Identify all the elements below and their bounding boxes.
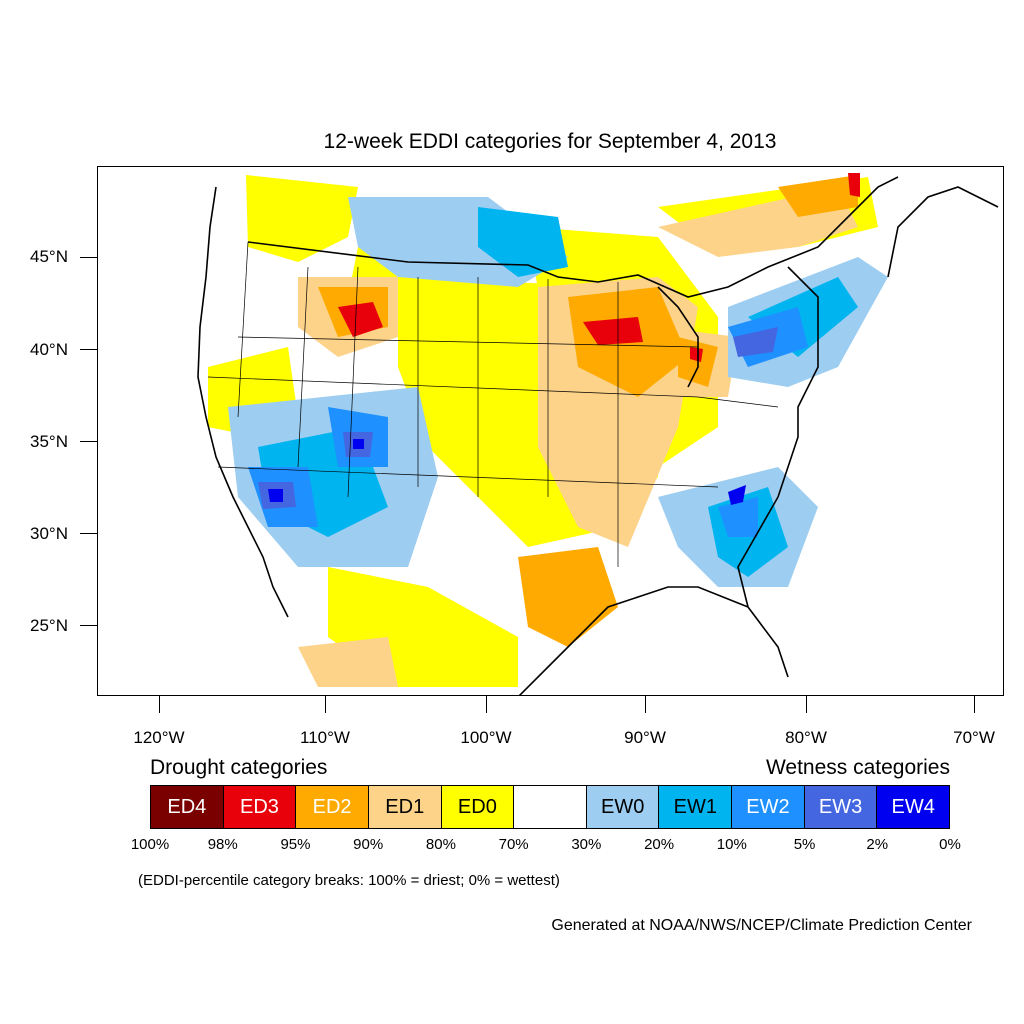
legend-swatch-ew2: EW2: [732, 786, 805, 828]
percentile-label: 30%: [571, 836, 602, 853]
percentile-label: 2%: [866, 836, 889, 853]
eddi-map: [193, 171, 999, 695]
percentile-label: 70%: [498, 836, 529, 853]
legend-swatch-ed2: ED2: [296, 786, 369, 828]
legend-swatch-ed4: ED4: [151, 786, 224, 828]
lat-label-35n: 35°N: [30, 432, 68, 451]
percentile-label: 5%: [793, 836, 816, 853]
legend-swatch-ed0: ED0: [441, 786, 515, 828]
coastlines: [197, 176, 999, 695]
lat-label-30n: 30°N: [30, 524, 68, 543]
percentile-label: 80%: [425, 836, 456, 853]
percentile-label: 100%: [130, 836, 170, 853]
ed3-areas: [338, 173, 860, 362]
map-plot-area: [97, 166, 1004, 696]
lat-tick: [80, 533, 97, 534]
legend-swatch-ew4: EW4: [877, 786, 950, 828]
lat-label-45n: 45°N: [30, 247, 68, 266]
lon-label-80w: 80°W: [785, 728, 827, 747]
percentile-label: 90%: [353, 836, 384, 853]
drought-categories-heading: Drought categories: [150, 756, 328, 779]
lat-tick: [80, 625, 97, 626]
legend-swatch-none: [514, 786, 587, 828]
lat-tick: [80, 441, 97, 442]
legend-swatch-ed1: ED1: [368, 786, 442, 828]
lon-tick: [325, 696, 326, 713]
percentile-label: 20%: [644, 836, 675, 853]
ew4-areas: [268, 439, 746, 505]
wetness-categories-heading: Wetness categories: [765, 756, 950, 779]
legend-swatch-ed3: ED3: [223, 786, 297, 828]
lon-label-120w: 120°W: [133, 728, 185, 747]
lat-tick: [80, 349, 97, 350]
category-legend: ED4 ED3 ED2 ED1 ED0 EW0 EW1 EW2 EW3 EW4: [150, 785, 950, 829]
lon-tick: [645, 696, 646, 713]
credit-line: Generated at NOAA/NWS/NCEP/Climate Predi…: [551, 917, 972, 934]
lon-tick: [159, 696, 160, 713]
percentile-label: 0%: [939, 836, 961, 853]
state-borders: [207, 241, 779, 567]
map-title: 12-week EDDI categories for September 4,…: [323, 130, 777, 153]
legend-swatch-ew3: EW3: [804, 786, 878, 828]
lat-label-40n: 40°N: [30, 340, 68, 359]
lon-label-70w: 70°W: [953, 728, 995, 747]
lon-tick: [806, 696, 807, 713]
lon-tick: [974, 696, 975, 713]
percentile-label: 95%: [280, 836, 311, 853]
category-breaks-note: (EDDI-percentile category breaks: 100% =…: [138, 872, 560, 889]
lat-tick: [80, 257, 97, 258]
lon-label-110w: 110°W: [300, 728, 350, 747]
lat-label-25n: 25°N: [30, 616, 68, 635]
legend-swatch-ew1: EW1: [659, 786, 733, 828]
lon-label-100w: 100°W: [460, 728, 512, 747]
lon-tick: [486, 696, 487, 713]
percentile-label: 10%: [716, 836, 747, 853]
lon-label-90w: 90°W: [624, 728, 666, 747]
legend-swatch-ew0: EW0: [586, 786, 660, 828]
percentile-label: 98%: [207, 836, 238, 853]
